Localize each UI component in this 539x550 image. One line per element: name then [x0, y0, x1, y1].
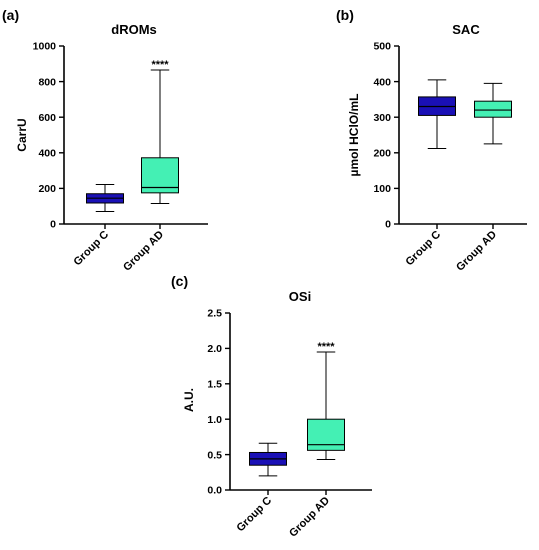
chart-panel-1: (a) dROMs CarrU 0 200 400 600 800 1000 Group C Gro… [2, 7, 208, 274]
y-tick-label: 0 [385, 219, 391, 231]
y-axis-label: A.U. [182, 388, 196, 412]
y-tick-label: 1.0 [207, 414, 222, 426]
y-tick-label: 1000 [33, 41, 57, 53]
chart-title: dROMs [111, 22, 157, 37]
x-tick-label: Group C [235, 495, 275, 535]
y-axis-label: µmol HClO/mL [347, 94, 361, 177]
chart-panel-2: (b) SAC µmol HClO/mL 0 100 200 300 400 500 Group … [336, 7, 527, 274]
x-tick-label: Group AD [121, 229, 166, 274]
box-group-ad [474, 82, 512, 145]
significance-marker: **** [317, 341, 335, 353]
y-tick-label: 2.5 [207, 308, 222, 320]
y-axis-label: CarrU [15, 118, 29, 151]
box-body [307, 418, 345, 451]
box-group-c [418, 79, 456, 150]
y-tick-label: 400 [38, 148, 56, 160]
x-tick-label: Group AD [454, 229, 499, 274]
box-group-c [249, 442, 287, 477]
chart-title: SAC [452, 22, 480, 37]
y-tick-label: 600 [38, 112, 56, 124]
y-tick-label: 0.0 [207, 485, 222, 497]
box-group-ad [141, 69, 179, 205]
y-tick-label: 300 [373, 112, 391, 124]
box-group-ad [307, 351, 345, 461]
y-tick-label: 500 [373, 41, 391, 53]
y-tick-label: 400 [373, 76, 391, 88]
panel-label: (a) [2, 7, 19, 23]
y-tick-label: 0 [50, 219, 56, 231]
x-tick-label: Group C [404, 229, 444, 269]
box-group-c [86, 183, 124, 213]
y-tick-label: 2.0 [207, 343, 222, 355]
significance-marker: **** [151, 59, 169, 71]
y-tick-label: 1.5 [207, 379, 222, 391]
chart-panel-3: (c) OSi A.U. 0.0 0.5 1.0 1.5 2.0 2.5 Group C Group… [171, 273, 372, 540]
chart-title: OSi [289, 289, 311, 304]
panel-label: (c) [171, 273, 188, 289]
y-tick-label: 0.5 [207, 449, 222, 461]
y-tick-label: 200 [373, 148, 391, 160]
panel-label: (b) [336, 7, 354, 23]
y-tick-label: 100 [373, 183, 391, 195]
y-tick-label: 200 [38, 183, 56, 195]
box-body [474, 100, 512, 118]
y-tick-label: 800 [38, 76, 56, 88]
x-tick-label: Group AD [287, 495, 332, 540]
x-tick-label: Group C [72, 229, 112, 269]
